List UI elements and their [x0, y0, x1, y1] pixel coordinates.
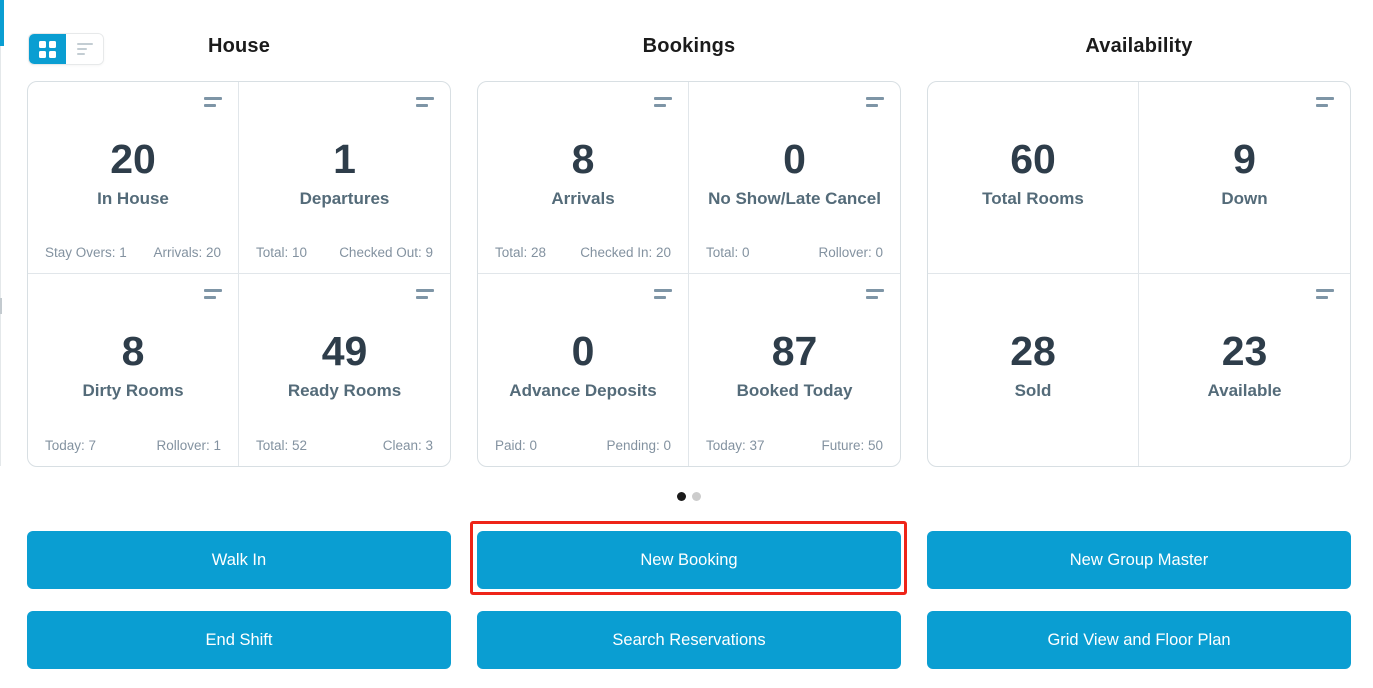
list-view-button[interactable]	[66, 34, 103, 64]
view-toggle	[28, 33, 104, 65]
stat-card-dirty-rooms[interactable]: 8 Dirty Rooms Today: 7 Rollover: 1	[28, 274, 239, 466]
section-title-bookings: Bookings	[642, 35, 736, 57]
stat-label: Advance Deposits	[509, 381, 657, 400]
stat-value: 8	[121, 328, 145, 374]
stat-footer-right: Checked In: 20	[580, 245, 671, 260]
grid-view-button[interactable]	[29, 34, 66, 64]
left-edge-scroll-tick	[0, 298, 2, 314]
carousel-dot-1[interactable]	[677, 492, 686, 501]
stat-footer-right: Checked Out: 9	[339, 245, 433, 260]
stat-footer: Total: 52 Clean: 3	[256, 438, 433, 453]
stat-footer-right: Rollover: 0	[818, 245, 883, 260]
stat-footer-left: Paid: 0	[495, 438, 538, 453]
card-menu-icon[interactable]	[654, 97, 672, 107]
stat-value: 0	[783, 136, 806, 182]
stat-footer-left: Total: 52	[256, 438, 308, 453]
carousel-dots	[477, 492, 901, 501]
house-card-group: 20 In House Stay Overs: 1 Arrivals: 20 1…	[27, 81, 451, 467]
stat-label: Down	[1221, 189, 1268, 208]
stat-footer-right: Clean: 3	[382, 438, 433, 453]
stat-value: 9	[1233, 136, 1256, 182]
card-menu-icon[interactable]	[866, 97, 884, 107]
stat-footer-right: Arrivals: 20	[153, 245, 221, 260]
stat-value: 1	[333, 136, 356, 182]
stat-footer: Total: 28 Checked In: 20	[495, 245, 671, 260]
card-menu-icon[interactable]	[654, 289, 672, 299]
stat-label: Dirty Rooms	[82, 381, 184, 400]
stat-value: 28	[1010, 328, 1056, 374]
card-menu-icon[interactable]	[416, 97, 434, 107]
left-edge-accent	[0, 0, 4, 46]
stat-value: 0	[571, 328, 595, 374]
card-menu-icon[interactable]	[866, 289, 884, 299]
stat-value: 8	[571, 136, 595, 182]
stat-label: Available	[1207, 381, 1282, 400]
grid-view-floor-plan-button[interactable]: Grid View and Floor Plan	[927, 611, 1351, 669]
stat-card-arrivals[interactable]: 8 Arrivals Total: 28 Checked In: 20	[478, 82, 689, 274]
card-menu-icon[interactable]	[416, 289, 434, 299]
new-booking-button[interactable]: New Booking	[477, 531, 901, 589]
stat-footer: Total: 0 Rollover: 0	[706, 245, 883, 260]
new-group-master-button[interactable]: New Group Master	[927, 531, 1351, 589]
availability-card-group: 60 Total Rooms 9 Down 28 Sold 23 Availab…	[927, 81, 1351, 467]
card-menu-icon[interactable]	[204, 289, 222, 299]
stat-card-available[interactable]: 23 Available	[1139, 274, 1350, 466]
stat-footer-right: Pending: 0	[606, 438, 671, 453]
carousel-dot-2[interactable]	[692, 492, 701, 501]
stat-card-departures[interactable]: 1 Departures Total: 10 Checked Out: 9	[239, 82, 450, 274]
stat-card-down[interactable]: 9 Down	[1139, 82, 1350, 274]
stat-value: 60	[1010, 136, 1056, 182]
stat-value: 23	[1221, 328, 1268, 374]
stat-footer: Paid: 0 Pending: 0	[495, 438, 671, 453]
stat-label: Sold	[1014, 381, 1052, 400]
card-menu-icon[interactable]	[1316, 289, 1334, 299]
left-edge-line	[0, 46, 1, 466]
stat-footer-left: Total: 0	[706, 245, 750, 260]
stat-footer: Stay Overs: 1 Arrivals: 20	[45, 245, 221, 260]
stat-footer-left: Total: 10	[256, 245, 308, 260]
end-shift-button[interactable]: End Shift	[27, 611, 451, 669]
stat-footer: Today: 7 Rollover: 1	[45, 438, 221, 453]
stat-label: In House	[97, 189, 169, 208]
section-title-house: House	[207, 35, 271, 57]
stat-card-no-show-late-cancel[interactable]: 0 No Show/Late Cancel Total: 0 Rollover:…	[689, 82, 900, 274]
stat-card-advance-deposits[interactable]: 0 Advance Deposits Paid: 0 Pending: 0	[478, 274, 689, 466]
list-icon	[76, 43, 93, 55]
stat-footer-right: Rollover: 1	[156, 438, 221, 453]
stat-label: Ready Rooms	[287, 381, 402, 400]
stat-card-booked-today[interactable]: 87 Booked Today Today: 37 Future: 50	[689, 274, 900, 466]
section-title-availability: Availability	[1085, 35, 1193, 57]
stat-footer-left: Today: 7	[45, 438, 97, 453]
stat-footer-left: Total: 28	[495, 245, 547, 260]
stat-card-in-house[interactable]: 20 In House Stay Overs: 1 Arrivals: 20	[28, 82, 239, 274]
stat-label: Booked Today	[736, 381, 853, 400]
stat-footer-left: Today: 37	[706, 438, 765, 453]
card-menu-icon[interactable]	[1316, 97, 1334, 107]
stat-footer-left: Stay Overs: 1	[45, 245, 127, 260]
grid-icon	[39, 40, 56, 58]
stat-value: 49	[321, 328, 368, 374]
card-menu-icon[interactable]	[204, 97, 222, 107]
stat-card-ready-rooms[interactable]: 49 Ready Rooms Total: 52 Clean: 3	[239, 274, 450, 466]
stat-card-sold[interactable]: 28 Sold	[928, 274, 1139, 466]
walk-in-button[interactable]: Walk In	[27, 531, 451, 589]
stat-footer: Today: 37 Future: 50	[706, 438, 883, 453]
search-reservations-button[interactable]: Search Reservations	[477, 611, 901, 669]
stat-value: 87	[771, 328, 818, 374]
stat-label: Total Rooms	[982, 189, 1084, 208]
stat-value: 20	[110, 136, 156, 182]
stat-footer: Total: 10 Checked Out: 9	[256, 245, 433, 260]
stat-footer-right: Future: 50	[821, 438, 883, 453]
stat-label: Arrivals	[551, 189, 615, 208]
stat-label: No Show/Late Cancel	[708, 189, 881, 208]
bookings-card-group: 8 Arrivals Total: 28 Checked In: 20 0 No…	[477, 81, 901, 467]
stat-card-total-rooms[interactable]: 60 Total Rooms	[928, 82, 1139, 274]
stat-label: Departures	[299, 189, 390, 208]
